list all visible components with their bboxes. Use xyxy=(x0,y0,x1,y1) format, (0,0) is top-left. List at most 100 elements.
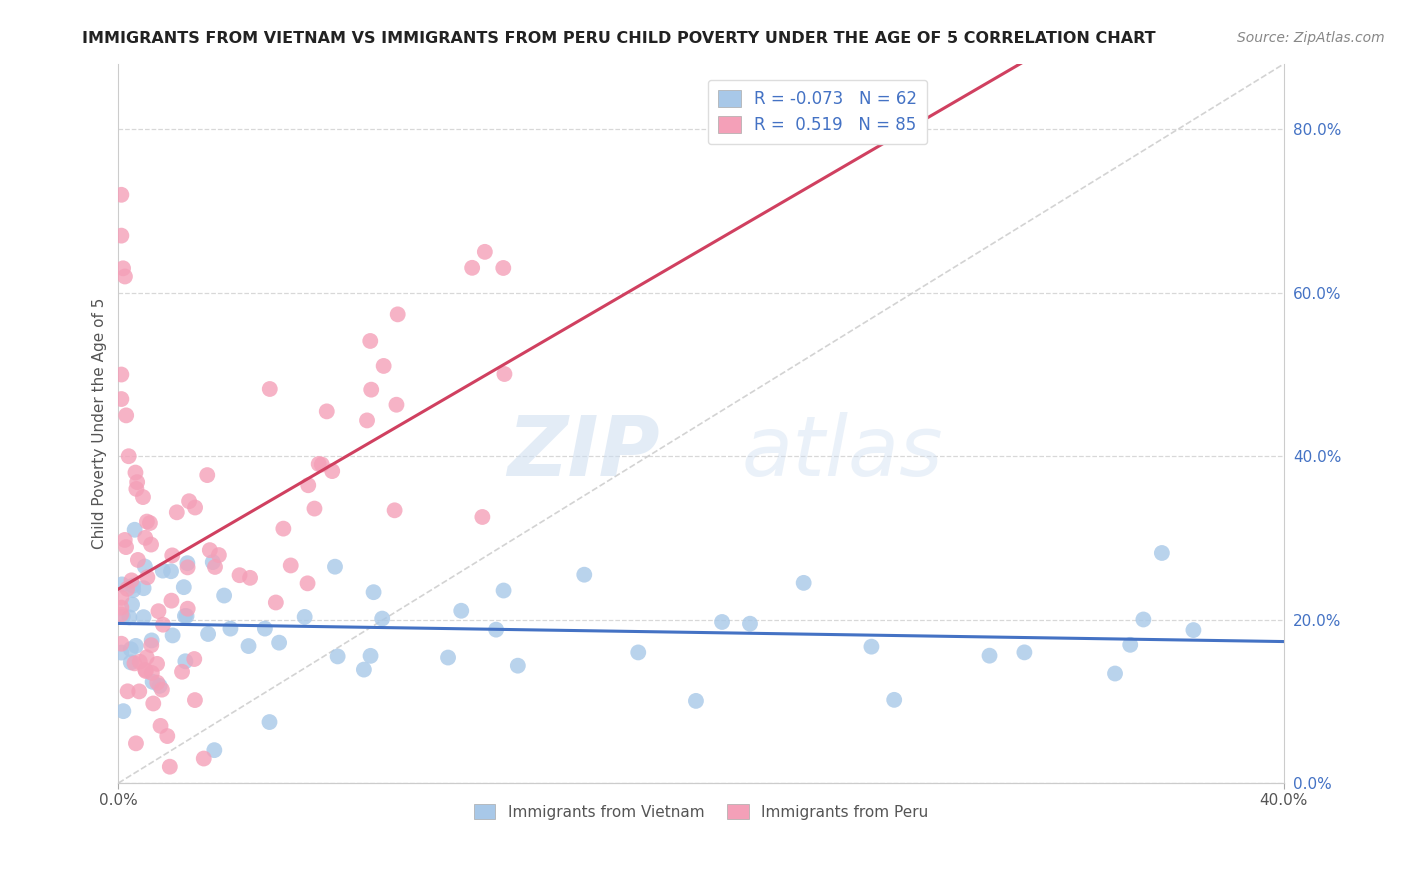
Point xyxy=(110,607,132,622)
Point xyxy=(136,515,159,529)
Point xyxy=(112,261,135,276)
Y-axis label: Child Poverty Under the Age of 5: Child Poverty Under the Age of 5 xyxy=(93,298,107,549)
Point xyxy=(162,628,184,642)
Point xyxy=(128,684,150,698)
Point xyxy=(134,531,156,545)
Point xyxy=(1150,546,1173,560)
Point xyxy=(471,510,494,524)
Point xyxy=(793,575,815,590)
Point xyxy=(170,665,193,679)
Point xyxy=(117,684,139,698)
Point xyxy=(280,558,302,573)
Point xyxy=(125,639,148,653)
Point xyxy=(111,577,134,591)
Point xyxy=(110,187,132,202)
Point xyxy=(124,523,146,537)
Point xyxy=(149,679,172,693)
Point xyxy=(212,589,235,603)
Point xyxy=(125,736,148,750)
Point xyxy=(174,609,197,624)
Point xyxy=(259,382,281,396)
Point xyxy=(1182,623,1205,637)
Point xyxy=(127,475,149,489)
Point xyxy=(198,543,221,558)
Point xyxy=(124,657,146,671)
Point xyxy=(315,404,337,418)
Point xyxy=(110,392,132,406)
Point xyxy=(134,663,156,677)
Point xyxy=(139,516,162,530)
Point xyxy=(387,307,409,321)
Point xyxy=(860,640,883,654)
Point xyxy=(176,556,198,570)
Point xyxy=(711,615,734,629)
Point xyxy=(166,505,188,519)
Point xyxy=(173,580,195,594)
Point xyxy=(201,555,224,569)
Point xyxy=(141,665,163,680)
Point xyxy=(112,704,135,718)
Point xyxy=(122,583,145,598)
Point xyxy=(176,609,198,624)
Point xyxy=(115,582,138,596)
Legend: Immigrants from Vietnam, Immigrants from Peru: Immigrants from Vietnam, Immigrants from… xyxy=(468,797,934,826)
Point xyxy=(125,482,148,496)
Point xyxy=(184,500,207,515)
Point xyxy=(359,334,381,348)
Point xyxy=(122,579,145,593)
Point xyxy=(979,648,1001,663)
Point xyxy=(118,610,141,624)
Point xyxy=(146,657,169,671)
Point xyxy=(197,627,219,641)
Point xyxy=(208,548,231,562)
Point xyxy=(124,466,146,480)
Point xyxy=(308,457,330,471)
Point xyxy=(485,623,508,637)
Text: ZIP: ZIP xyxy=(508,412,661,492)
Point xyxy=(253,622,276,636)
Point xyxy=(110,591,132,605)
Point xyxy=(273,522,295,536)
Point xyxy=(238,639,260,653)
Point xyxy=(120,656,142,670)
Point xyxy=(142,674,165,689)
Point xyxy=(159,760,181,774)
Point xyxy=(259,714,281,729)
Point xyxy=(883,693,905,707)
Point xyxy=(110,646,132,660)
Point xyxy=(574,567,596,582)
Point xyxy=(176,601,198,615)
Point xyxy=(156,729,179,743)
Point xyxy=(450,604,472,618)
Point xyxy=(115,540,138,554)
Point xyxy=(114,269,136,284)
Text: IMMIGRANTS FROM VIETNAM VS IMMIGRANTS FROM PERU CHILD POVERTY UNDER THE AGE OF 5: IMMIGRANTS FROM VIETNAM VS IMMIGRANTS FR… xyxy=(82,31,1156,46)
Text: atlas: atlas xyxy=(742,412,943,492)
Point xyxy=(120,642,142,657)
Point xyxy=(132,610,155,624)
Point xyxy=(311,458,333,472)
Point xyxy=(1104,666,1126,681)
Point xyxy=(297,576,319,591)
Point xyxy=(121,598,143,612)
Point xyxy=(110,600,132,615)
Point xyxy=(363,585,385,599)
Point xyxy=(135,650,157,665)
Point xyxy=(204,560,226,574)
Point xyxy=(114,533,136,547)
Point xyxy=(146,675,169,690)
Point xyxy=(135,664,157,678)
Point xyxy=(297,478,319,492)
Point xyxy=(128,655,150,669)
Point xyxy=(115,409,138,423)
Point xyxy=(385,398,408,412)
Point xyxy=(494,367,516,381)
Point xyxy=(685,694,707,708)
Point xyxy=(111,609,134,624)
Point xyxy=(177,494,200,508)
Point xyxy=(136,570,159,584)
Point xyxy=(160,593,183,607)
Point xyxy=(264,595,287,609)
Point xyxy=(110,637,132,651)
Point xyxy=(110,228,132,243)
